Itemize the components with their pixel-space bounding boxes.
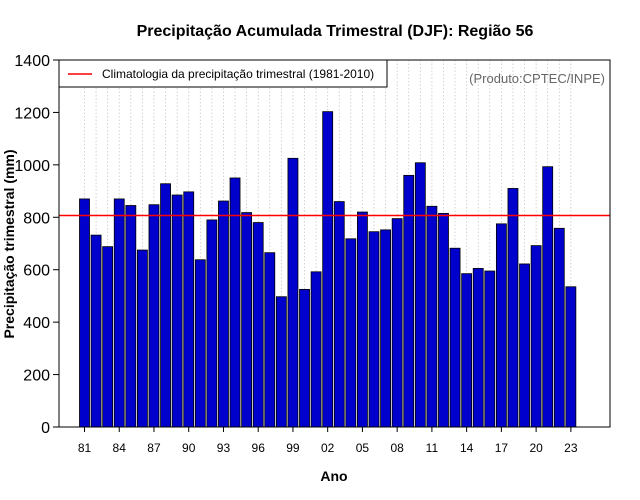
bar-2009	[403, 174, 415, 428]
bar-2000	[299, 288, 310, 428]
x-tick-label-2023: 23	[564, 441, 578, 455]
x-axis: 81 84 87 90 93 96 99 02 05 08 11 14 17 20 23	[78, 427, 578, 455]
x-tick-label-2005: 05	[356, 441, 370, 455]
bar-2002	[322, 111, 334, 428]
x-tick-label-1984: 84	[113, 441, 127, 455]
bar-2004	[345, 238, 357, 428]
bar-2014	[461, 273, 473, 428]
bar-2013	[449, 247, 461, 428]
bar-1987	[148, 204, 160, 428]
bar-2017	[495, 223, 507, 428]
bar-1981	[79, 198, 90, 428]
bar-1993	[218, 200, 229, 428]
bar-1996	[252, 222, 264, 428]
x-tick-label-1996: 96	[252, 441, 266, 455]
bar-2023	[565, 286, 577, 428]
x-tick-label-2002: 02	[321, 441, 335, 455]
x-tick-label-2017: 17	[495, 441, 509, 455]
credit-label: (Produto:CPTEC/INPE)	[469, 71, 605, 86]
bar-1995	[241, 212, 253, 428]
bar-1983	[102, 246, 114, 428]
bar-2016	[484, 270, 496, 428]
bar-1992	[206, 219, 218, 428]
bars	[79, 111, 577, 428]
bar-2008	[391, 218, 403, 428]
bar-2022	[553, 227, 565, 428]
y-axis: 0 200 400 600 800 1000 1200 1400	[14, 53, 59, 437]
y-tick-label-200: 200	[23, 368, 50, 385]
bar-1985	[125, 205, 137, 428]
bar-1998	[275, 296, 287, 428]
x-tick-label-1987: 87	[147, 441, 161, 455]
legend-box	[58, 59, 388, 88]
legend: Climatologia da precipitação trimestral …	[58, 59, 388, 88]
bar-1997	[264, 252, 276, 428]
y-tick-label-600: 600	[23, 263, 50, 280]
y-tick-label-400: 400	[23, 315, 50, 332]
bar-1990	[183, 191, 195, 428]
bar-2015	[472, 268, 484, 428]
bar-2005	[357, 211, 368, 428]
bar-2007	[380, 229, 391, 428]
x-tick-label-1990: 90	[182, 441, 196, 455]
bar-1982	[90, 234, 102, 428]
bar-2020	[530, 245, 542, 428]
y-tick-label-1200: 1200	[14, 105, 50, 122]
bar-2012	[438, 212, 449, 428]
bar-2021	[542, 166, 554, 428]
bar-2006	[368, 231, 380, 428]
x-axis-label: Ano	[320, 468, 347, 484]
x-tick-label-2014: 14	[460, 441, 474, 455]
bar-1991	[194, 259, 206, 428]
bar-1999	[287, 157, 299, 428]
bar-2001	[310, 271, 322, 428]
bar-1989	[171, 194, 183, 428]
chart-title: Precipitação Acumulada Trimestral (DJF):…	[137, 23, 534, 40]
bar-2011	[426, 205, 438, 428]
bar-1988	[160, 183, 171, 428]
bar-1986	[136, 249, 148, 428]
bar-2003	[333, 201, 345, 428]
bar-2010	[414, 162, 426, 428]
x-tick-label-2008: 08	[390, 441, 404, 455]
x-tick-label-1993: 93	[217, 441, 231, 455]
bar-1984	[113, 198, 125, 428]
x-tick-label-1981: 81	[78, 441, 92, 455]
y-tick-label-800: 800	[23, 210, 50, 227]
x-tick-label-2020: 20	[529, 441, 543, 455]
y-tick-label-1400: 1400	[14, 53, 50, 70]
x-tick-label-2011: 11	[426, 441, 439, 455]
y-axis-label: Precipitação trimestral (mm)	[1, 149, 17, 338]
x-tick-label-1999: 99	[286, 441, 300, 455]
y-tick-label-0: 0	[41, 420, 50, 437]
bar-2019	[519, 263, 530, 428]
legend-label: Climatologia da precipitação trimestral …	[102, 67, 374, 81]
bar-2018	[507, 188, 519, 428]
y-tick-label-1000: 1000	[14, 158, 50, 175]
